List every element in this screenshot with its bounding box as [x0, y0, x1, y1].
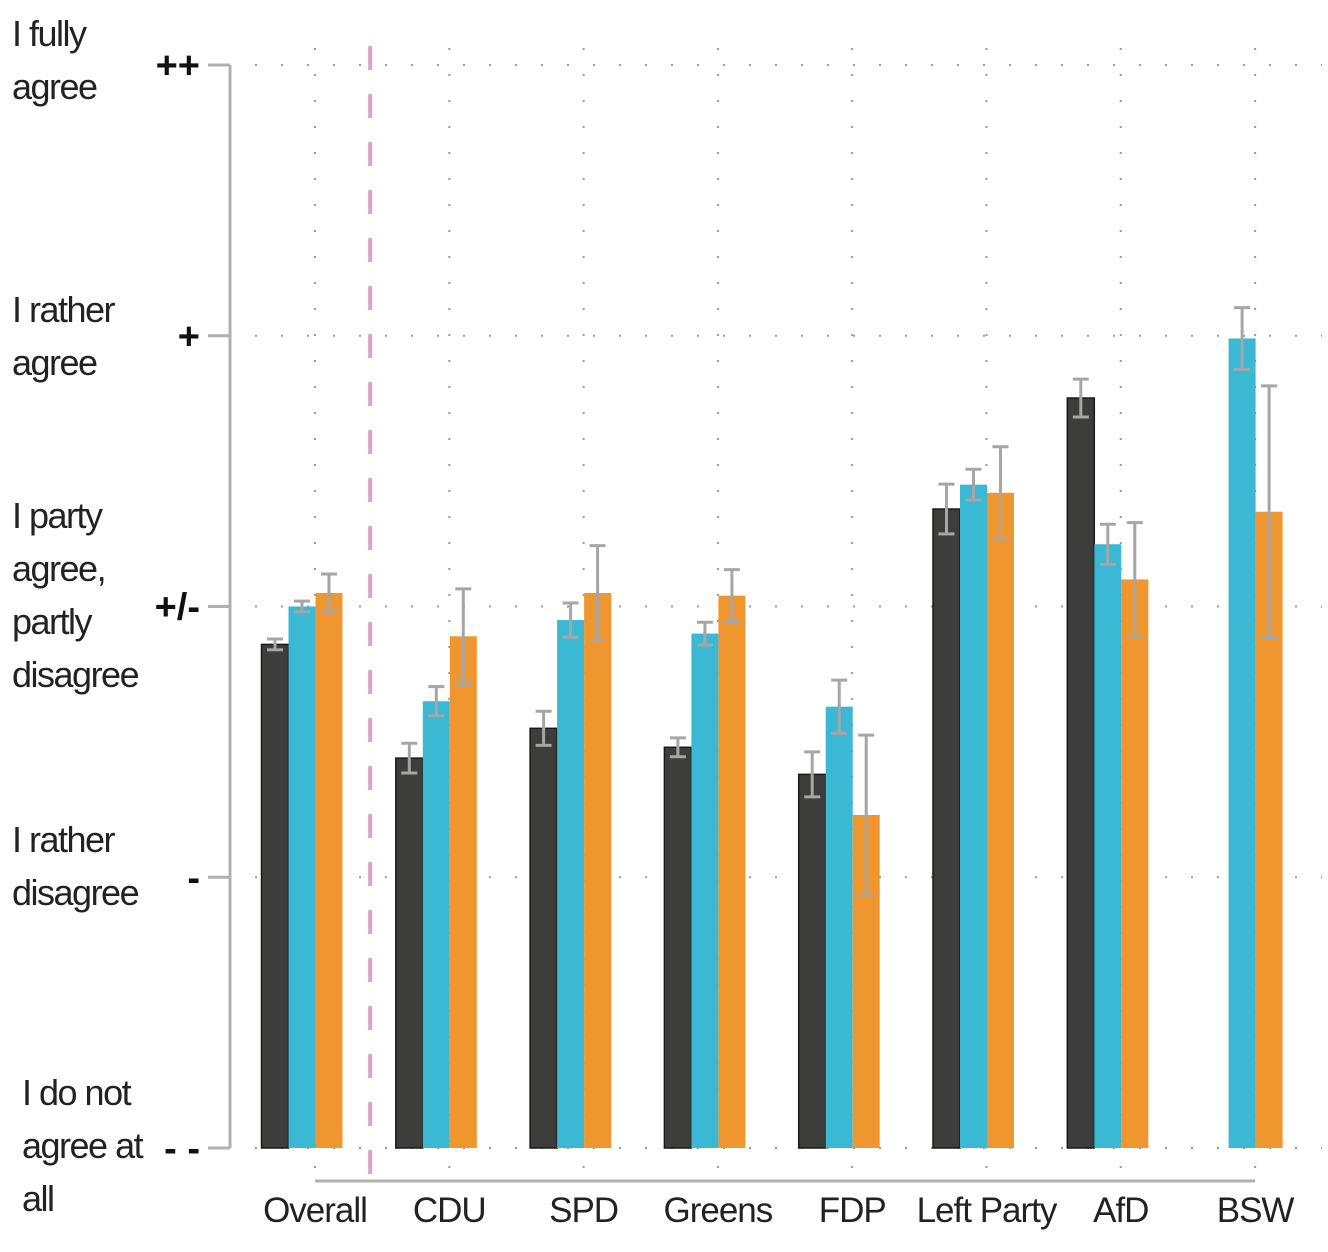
bar-series-1-cdu: [395, 757, 424, 1149]
y-tick-label: agree,: [12, 548, 105, 589]
bar-series-2-left-party: [960, 484, 987, 1149]
bar-series-3-afd: [1121, 579, 1149, 1148]
bar-series-1-overall: [260, 643, 290, 1149]
bar-series-1-left-party: [932, 508, 961, 1149]
bar-series-3-cdu: [449, 636, 477, 1148]
x-tick-label: CDU: [413, 1191, 486, 1230]
y-tick-label: I rather: [12, 819, 116, 860]
bar-series-3-spd: [584, 592, 612, 1148]
y-tick-label: I rather: [12, 289, 116, 330]
bar-series-1-greens: [663, 746, 693, 1149]
y-tick-label: I fully: [12, 13, 87, 54]
bar-series-2-greens: [691, 633, 719, 1148]
y-tick-symbol: -: [187, 857, 200, 899]
bar-series-2-fdp: [825, 706, 853, 1148]
y-tick-symbol: +/-: [155, 587, 200, 629]
bar-series-1-afd: [1066, 397, 1096, 1149]
y-axis-labels: ++ I fully agree + I rather agree +/- I party ag…: [12, 13, 200, 1219]
bar-series-2-bsw: [1228, 338, 1256, 1148]
y-tick-label: partly: [12, 601, 93, 642]
bars: [260, 338, 1283, 1149]
error-bars: [267, 306, 1278, 897]
axes: [208, 63, 1256, 1183]
x-axis-labels: Overall CDU SPD Greens FDP Left Party AfD BSW: [263, 1191, 1295, 1230]
bar-series-3-left-party: [987, 492, 1014, 1148]
x-tick-label: Left Party: [917, 1191, 1058, 1230]
y-tick-label: I party: [12, 495, 103, 536]
x-tick-label: Greens: [664, 1191, 773, 1230]
x-tick-label: BSW: [1217, 1191, 1295, 1230]
y-tick-label: I do not: [22, 1072, 132, 1113]
y-tick-label: agree: [12, 342, 97, 383]
bar-series-2-spd: [557, 620, 585, 1148]
y-tick-symbol: - -: [164, 1128, 200, 1170]
y-tick-label: disagree: [12, 654, 139, 695]
y-tick-label: agree at: [22, 1125, 144, 1166]
y-tick-label: agree: [12, 66, 97, 107]
x-tick-label: AfD: [1093, 1191, 1148, 1230]
bar-series-3-greens: [718, 595, 746, 1148]
bar-series-1-spd: [529, 727, 558, 1149]
x-tick-label: SPD: [549, 1191, 618, 1230]
y-tick-label: all: [22, 1178, 54, 1219]
x-tick-label: Overall: [263, 1191, 367, 1230]
bar-series-1-fdp: [797, 773, 827, 1149]
y-tick-symbol: +: [178, 316, 200, 358]
y-tick-label: disagree: [12, 872, 139, 913]
y-tick-symbol: ++: [156, 45, 200, 87]
bar-series-3-overall: [315, 592, 343, 1148]
bar-series-2-overall: [288, 606, 316, 1148]
bar-series-2-cdu: [422, 701, 450, 1148]
bar-series-2-afd: [1094, 544, 1122, 1148]
x-tick-label: FDP: [819, 1191, 886, 1230]
